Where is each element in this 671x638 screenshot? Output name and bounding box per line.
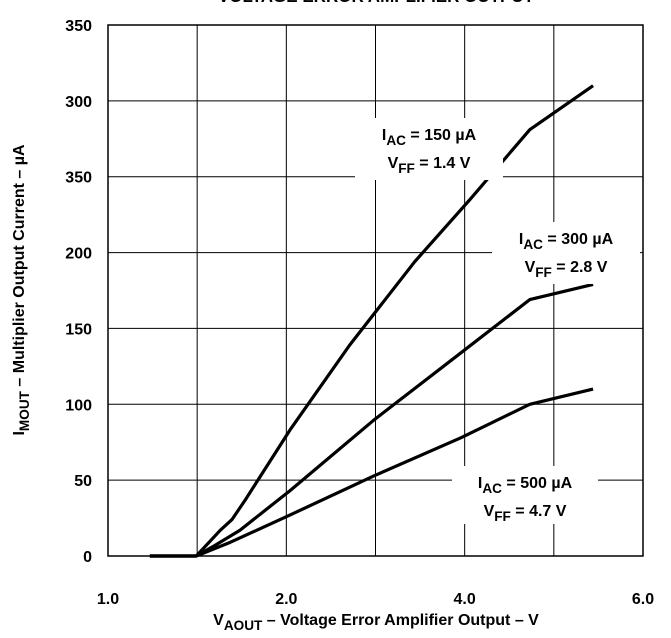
y-tick-label: 300 (65, 94, 92, 111)
x-axis-title-main: V (213, 612, 224, 629)
annotation-sub: FF (494, 509, 511, 524)
x-tick-label: 2.0 (275, 591, 297, 608)
annotation: IAC = 300 µA (519, 231, 614, 252)
line (149, 387, 594, 558)
y-tick-label: 350 (65, 170, 92, 187)
annotation: IAC = 500 µA (478, 475, 573, 496)
y-tick-label: 200 (65, 246, 92, 263)
y-tick-label: 150 (65, 321, 92, 338)
annotation-sub: FF (535, 265, 552, 280)
x-axis-title-sub: AOUT (224, 618, 263, 633)
annotation-main: I (382, 127, 386, 144)
x-axis-title: VAOUT – Voltage Error Amplifier Output –… (213, 612, 539, 633)
annotation-sub: AC (386, 133, 406, 148)
annotation-rest: = 500 µA (502, 475, 573, 492)
y-axis-title-main: I (11, 431, 28, 435)
y-tick-label: 0 (83, 549, 92, 566)
x-tick-label: 1.0 (97, 591, 119, 608)
y-tick-label: 50 (74, 473, 92, 490)
annotation-rest: = 2.8 V (552, 259, 608, 276)
y-axis-title-sub: MOUT (17, 390, 32, 431)
annotation-rest: = 1.4 V (415, 155, 471, 172)
annotation-bg (492, 222, 640, 284)
plot-frame (107, 24, 644, 557)
annotation-sub: FF (398, 161, 415, 176)
annotation-main: V (484, 503, 495, 520)
annotation-main: V (525, 259, 536, 276)
y-axis-title-rest: – Multiplier Output Current – µA (11, 144, 28, 391)
annotation-bg (355, 118, 503, 180)
annotation: VFF = 4.7 V (484, 503, 567, 524)
annotation-sub: AC (523, 237, 543, 252)
chart-title: VOLTAGE ERROR AMPLIFIER OUTPUT (218, 0, 535, 6)
annotation-main: I (519, 231, 523, 248)
x-tick-label: 6.0 (632, 591, 654, 608)
annotation-bg (452, 466, 598, 524)
annotation-rest: = 150 µA (406, 127, 477, 144)
x-tick-label: 4.0 (454, 591, 476, 608)
annotation: VFF = 2.8 V (525, 259, 608, 280)
y-tick-label: 100 (65, 397, 92, 414)
annotation: VFF = 1.4 V (388, 155, 471, 176)
annotation: IAC = 150 µA (382, 127, 477, 148)
annotation-main: V (388, 155, 399, 172)
y-tick-label: 350 (65, 18, 92, 35)
annotation-rest: = 300 µA (543, 231, 614, 248)
x-axis-title-rest: – Voltage Error Amplifier Output – V (262, 612, 539, 629)
annotation-sub: AC (482, 481, 502, 496)
annotation-rest: = 4.7 V (511, 503, 567, 520)
annotation-main: I (478, 475, 482, 492)
y-axis-title: IMOUT – Multiplier Output Current – µA (11, 144, 32, 435)
